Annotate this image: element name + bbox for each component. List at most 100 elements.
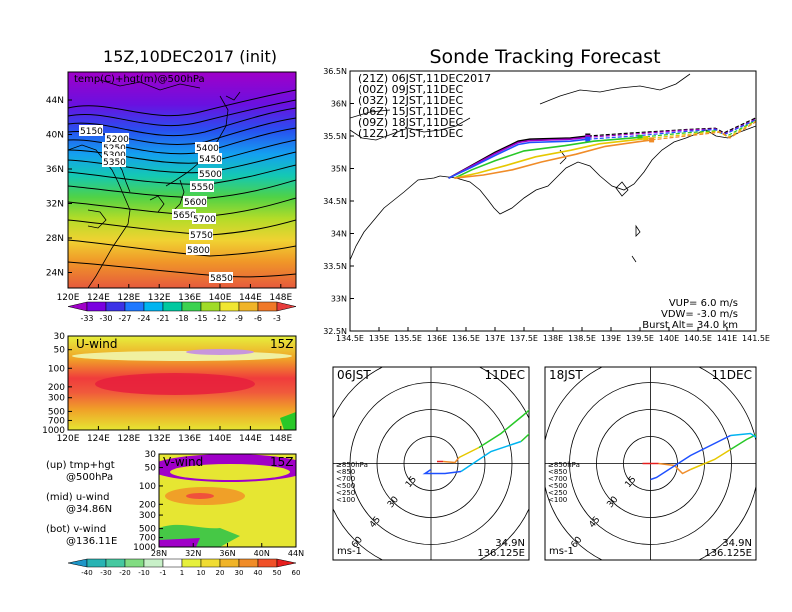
map-lat-label: 36N	[46, 165, 64, 175]
sonde-lon-label: 140E	[659, 334, 679, 343]
sonde-lon-label: 140.5E	[684, 334, 712, 343]
temp-colorbar-swatch	[181, 301, 202, 312]
u-wind-jet-core	[95, 373, 255, 395]
temp-colorbar-label: -30	[99, 314, 112, 323]
hodograph-time: 18JST	[549, 368, 583, 382]
v-wind-surface-patch	[159, 538, 200, 547]
u-wind-label: U-wind	[76, 337, 117, 351]
wind-colorbar-swatch	[105, 558, 126, 568]
u-wind-frame	[67, 335, 297, 431]
sonde-params: VUP= 6.0 m/s VDW= -3.0 m/s Burst Alt= 34…	[642, 298, 738, 331]
sonde-lon-label: 137E	[485, 334, 505, 343]
temp-colorbar-swatch	[162, 301, 183, 312]
wind-colorbar-swatch	[162, 558, 183, 568]
sonde-tracks	[448, 117, 756, 179]
u-lon-label: 124E	[87, 434, 110, 444]
sonde-tracking-map: Sonde Tracking Forecast (21Z) 06JST,11DE…	[323, 46, 770, 343]
u-wind-negative-patch	[186, 349, 254, 355]
pressure-label: 100	[48, 364, 65, 374]
v-lat-label: 28N	[151, 549, 167, 558]
temp-colorbar-label: -24	[137, 314, 150, 323]
sonde-legend-entry: (21Z) 06JST,11DEC2017	[358, 72, 491, 85]
temp-colorbar-label: -3	[273, 314, 281, 323]
wind-colorbar: -40 -30 -20 -10 -1 1 10 20 30 40 50 60	[67, 558, 300, 577]
sonde-track-ascent	[454, 139, 652, 179]
v-wind-label: V-wind	[163, 455, 203, 469]
wind-colorbar-label: 1	[180, 569, 184, 577]
sonde-lon-label: 138E	[543, 334, 563, 343]
hodograph-unit: ms-1	[337, 546, 362, 557]
sonde-track-ascent	[448, 136, 588, 179]
sonde-lon-label: 139E	[601, 334, 621, 343]
hodograph-grid	[333, 367, 529, 560]
map-lon-label: 132E	[148, 293, 171, 303]
sonde-lon-label: 138.5E	[568, 334, 596, 343]
v-lat-label: 36N	[219, 549, 235, 558]
wind-colorbar-swatch	[200, 558, 221, 568]
burst-marker	[637, 134, 643, 140]
sonde-legend-entry: (03Z) 12JST,11DEC	[358, 94, 463, 107]
temp-colorbar-label: -18	[175, 314, 188, 323]
wind-colorbar-swatch	[124, 558, 145, 568]
sonde-lon-label: 136.5E	[452, 334, 480, 343]
sonde-lon-label: 137.5E	[510, 334, 538, 343]
wind-colorbar-label: 20	[216, 569, 225, 577]
u-lon-label: 136E	[178, 434, 201, 444]
contour-label: 5800	[187, 246, 210, 256]
pressure-label: 200	[48, 383, 65, 393]
hodograph-legend-entry: <500	[336, 482, 355, 490]
map-lat-label: 28N	[46, 234, 64, 244]
wind-colorbar-swatch	[181, 558, 202, 568]
temp-colorbar-label: -27	[118, 314, 131, 323]
v-lat-label: 44N	[288, 549, 304, 558]
map-lat-label: 24N	[46, 269, 64, 279]
note-up-1: (up) tmp+hgt	[46, 460, 115, 471]
sonde-track-ascent	[454, 137, 646, 179]
contour-label: 5850	[210, 274, 233, 284]
sonde-lat-label: 32.5N	[323, 327, 347, 336]
hodograph-legend-entry: <250	[336, 489, 355, 497]
hodograph-segment	[690, 448, 731, 471]
pressure-label: 500	[48, 407, 65, 417]
contour-label: 5750	[190, 231, 213, 241]
vdw-text: VDW= -3.0 m/s	[661, 309, 738, 320]
v-wind-lat-ticks: 28N 32N 36N 40N 44N	[151, 543, 304, 558]
sonde-track-ascent	[454, 136, 641, 179]
u-lon-label: 120E	[57, 434, 80, 444]
temp-colorbar-swatch	[219, 301, 240, 312]
contour-label: 5600	[184, 198, 207, 208]
hodograph-lat: 34.9N	[722, 538, 752, 549]
temp-colorbar-swatch	[143, 301, 164, 312]
wind-colorbar-swatch	[219, 558, 240, 568]
hodograph-segment	[730, 432, 756, 439]
vup-text: VUP= 6.0 m/s	[669, 298, 738, 309]
temp-colorbar-label: -21	[156, 314, 169, 323]
wind-colorbar-label: -10	[138, 569, 149, 577]
sonde-track-descent	[587, 117, 756, 137]
pressure-label: 300	[139, 511, 156, 521]
sonde-legend-entry: (06Z) 15JST,11DEC	[358, 105, 463, 118]
sonde-legend: (21Z) 06JST,11DEC2017(00Z) 09JST,11DEC(0…	[358, 72, 491, 140]
temp-colorbar-swatch	[200, 301, 221, 312]
u-lon-label: 144E	[239, 434, 262, 444]
hodograph-time: 06JST	[337, 368, 371, 382]
burst-marker	[585, 136, 591, 142]
map-lon-label: 120E	[57, 293, 80, 303]
pressure-label: 100	[139, 482, 156, 492]
u-lon-label: 140E	[209, 434, 232, 444]
sonde-lat-label: 34N	[331, 230, 347, 239]
map-lat-label: 40N	[46, 131, 64, 141]
note-mid-1: (mid) u-wind	[46, 492, 109, 503]
sonde-legend-entry: (09Z) 18JST,11DEC	[358, 116, 463, 129]
contour-label: 5200	[106, 135, 129, 145]
hodograph-legend-entry: <100	[548, 496, 567, 504]
hodograph-lon: 136.125E	[704, 548, 752, 559]
hodograph-legend-entry: <700	[548, 475, 567, 483]
temp-colorbar-swatch	[105, 301, 126, 312]
v-wind-features	[159, 454, 296, 547]
hodograph-segment	[422, 468, 462, 475]
